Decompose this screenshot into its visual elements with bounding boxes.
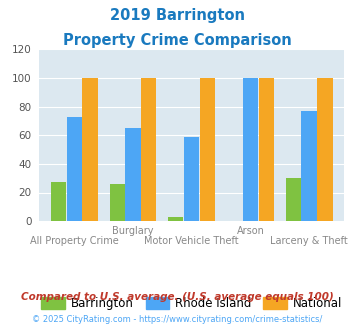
Text: 2019 Barrington: 2019 Barrington	[110, 8, 245, 23]
Text: All Property Crime: All Property Crime	[30, 236, 119, 246]
Legend: Barrington, Rhode Island, National: Barrington, Rhode Island, National	[37, 292, 347, 315]
Bar	[259, 78, 274, 221]
Text: Motor Vehicle Theft: Motor Vehicle Theft	[144, 236, 239, 246]
Text: © 2025 CityRating.com - https://www.cityrating.com/crime-statistics/: © 2025 CityRating.com - https://www.city…	[32, 315, 323, 324]
Text: Property Crime Comparison: Property Crime Comparison	[63, 33, 292, 48]
Bar	[184, 137, 200, 221]
Text: Compared to U.S. average. (U.S. average equals 100): Compared to U.S. average. (U.S. average …	[21, 292, 334, 302]
Bar	[317, 78, 333, 221]
Bar	[286, 178, 301, 221]
Bar	[125, 128, 141, 221]
Bar	[301, 111, 317, 221]
Bar	[51, 182, 66, 221]
Text: Burglary: Burglary	[112, 226, 154, 236]
Bar	[82, 78, 98, 221]
Bar	[168, 217, 184, 221]
Bar	[200, 78, 215, 221]
Bar	[141, 78, 157, 221]
Bar	[109, 184, 125, 221]
Text: Larceny & Theft: Larceny & Theft	[270, 236, 348, 246]
Bar	[243, 78, 258, 221]
Text: Arson: Arson	[236, 226, 264, 236]
Bar	[67, 117, 82, 221]
